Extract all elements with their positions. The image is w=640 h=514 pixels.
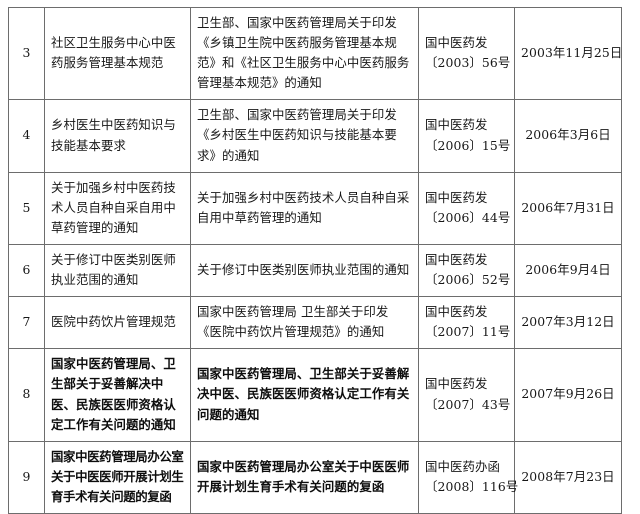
document-number-line-1: 国中医药发	[425, 304, 488, 320]
cell-date: 2006年3月6日	[514, 99, 622, 173]
document-number-line-1: 国中医药发	[425, 35, 488, 51]
document-number-line-2: 〔2006〕44号	[425, 209, 511, 225]
table-row: 8 国家中医药管理局、卫生部关于妥善解决中医、民族医医师资格认定工作有关问题的通…	[8, 348, 622, 442]
cell-index: 5	[8, 171, 45, 245]
cell-document-name: 关于修订中医类别医师执业范围的通知	[190, 243, 419, 298]
document-number-line-2: 〔2006〕15号	[425, 137, 511, 153]
cell-document-number: 国中医药发〔2007〕43号	[418, 348, 515, 442]
cell-document-number: 国中医药发〔2006〕52号	[418, 243, 515, 298]
document-number-line-2: 〔2006〕52号	[425, 272, 511, 288]
cell-date: 2006年7月31日	[514, 171, 622, 245]
cell-document-number: 国中医药办函〔2008〕116号	[418, 440, 519, 514]
cell-document-name: 国家中医药管理局 卫生部关于印发《医院中药饮片管理规范》的通知	[190, 296, 419, 350]
cell-date: 2007年3月12日	[514, 296, 622, 350]
document-number-line-2: 〔2003〕56号	[425, 55, 511, 71]
cell-index: 8	[8, 348, 45, 442]
document-number-line-1: 国中医药发	[425, 376, 488, 392]
document-number-line-1: 国中医药发	[425, 251, 488, 267]
cell-index: 7	[8, 296, 45, 350]
cell-date: 2003年11月25日	[514, 6, 622, 101]
document-number-line-1: 国中医药办函	[425, 458, 500, 474]
cell-index: 4	[8, 99, 45, 173]
cell-document-number: 国中医药发〔2007〕11号	[418, 296, 515, 350]
table-row: 4 乡村医生中医药知识与技能基本要求 卫生部、国家中医药管理局关于印发《乡村医生…	[8, 99, 622, 173]
document-number-line-2: 〔2008〕116号	[425, 478, 519, 494]
cell-document-number: 国中医药发〔2003〕56号	[418, 6, 515, 101]
table-body: 3 社区卫生服务中心中医药服务管理基本规范 卫生部、国家中医药管理局关于印发《乡…	[8, 6, 622, 514]
cell-document-name: 国家中医药管理局办公室关于中医医师开展计划生育手术有关问题的复函	[190, 440, 419, 514]
cell-title: 乡村医生中医药知识与技能基本要求	[44, 99, 191, 173]
table-row: 3 社区卫生服务中心中医药服务管理基本规范 卫生部、国家中医药管理局关于印发《乡…	[8, 6, 622, 101]
cell-date: 2006年9月4日	[514, 243, 622, 298]
cell-title: 关于修订中医类别医师执业范围的通知	[44, 243, 191, 298]
cell-document-number: 国中医药发〔2006〕44号	[418, 171, 515, 245]
table-row: 9 国家中医药管理局办公室关于中医医师开展计划生育手术有关问题的复函 国家中医药…	[8, 440, 622, 514]
cell-document-number: 国中医药发〔2006〕15号	[418, 99, 515, 173]
document-page: 3 社区卫生服务中心中医药服务管理基本规范 卫生部、国家中医药管理局关于印发《乡…	[8, 6, 623, 514]
cell-title: 关于加强乡村中医药技术人员自种自采自用中草药管理的通知	[44, 171, 191, 245]
cell-index: 3	[8, 6, 45, 101]
cell-date: 2007年9月26日	[514, 348, 622, 442]
cell-document-name: 卫生部、国家中医药管理局关于印发《乡村医生中医药知识与技能基本要求》的通知	[190, 99, 419, 173]
document-number-line-2: 〔2007〕43号	[425, 396, 511, 412]
cell-date: 2008年7月23日	[514, 440, 622, 514]
table-row: 5 关于加强乡村中医药技术人员自种自采自用中草药管理的通知 关于加强乡村中医药技…	[8, 171, 622, 245]
table-row: 7 医院中药饮片管理规范 国家中医药管理局 卫生部关于印发《医院中药饮片管理规范…	[8, 296, 622, 350]
cell-title: 国家中医药管理局办公室关于中医医师开展计划生育手术有关问题的复函	[44, 440, 191, 514]
document-number-line-1: 国中医药发	[425, 117, 488, 133]
regulation-table: 3 社区卫生服务中心中医药服务管理基本规范 卫生部、国家中医药管理局关于印发《乡…	[8, 6, 622, 514]
cell-title: 社区卫生服务中心中医药服务管理基本规范	[44, 6, 191, 101]
document-number-line-1: 国中医药发	[425, 189, 488, 205]
cell-document-name: 关于加强乡村中医药技术人员自种自采自用中草药管理的通知	[190, 171, 419, 245]
cell-index: 9	[8, 440, 45, 514]
cell-title: 国家中医药管理局、卫生部关于妥善解决中医、民族医医师资格认定工作有关问题的通知	[44, 348, 191, 442]
document-number-line-2: 〔2007〕11号	[425, 324, 511, 340]
cell-document-name: 卫生部、国家中医药管理局关于印发《乡镇卫生院中医药服务管理基本规范》和《社区卫生…	[190, 6, 419, 101]
cell-title: 医院中药饮片管理规范	[44, 296, 191, 350]
cell-document-name: 国家中医药管理局、卫生部关于妥善解决中医、民族医医师资格认定工作有关问题的通知	[190, 348, 419, 442]
table-row: 6 关于修订中医类别医师执业范围的通知 关于修订中医类别医师执业范围的通知 国中…	[8, 243, 622, 298]
cell-index: 6	[8, 243, 45, 298]
